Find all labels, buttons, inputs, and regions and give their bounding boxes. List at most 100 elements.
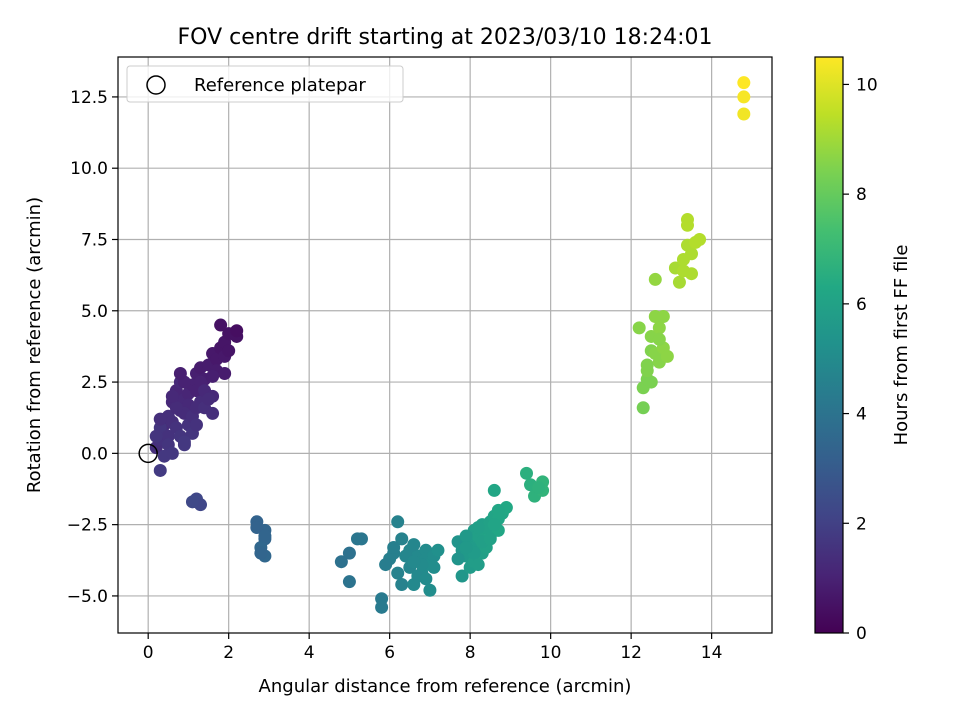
- scatter-point: [491, 503, 505, 517]
- y-tick-label: −5.0: [67, 587, 108, 607]
- scatter-point: [391, 515, 405, 529]
- scatter-point: [648, 272, 662, 286]
- scatter-point: [254, 546, 268, 560]
- reference-platepar-marker: [138, 443, 158, 464]
- scatter-point: [185, 495, 199, 509]
- scatter-point: [656, 309, 670, 323]
- scatter-point: [652, 332, 666, 346]
- x-tick-label: 14: [701, 643, 723, 663]
- scatter-point: [342, 575, 356, 589]
- colorbar: 0 2 4 6 8 10 Hours from first FF file: [814, 56, 912, 644]
- scatter-point: [149, 429, 163, 443]
- x-tick-label: 2: [223, 643, 234, 663]
- scatter-point: [206, 369, 220, 383]
- x-tick-label: 4: [304, 643, 315, 663]
- scatter-point: [693, 232, 707, 246]
- scatter-point: [222, 344, 236, 358]
- scatter-point: [532, 481, 546, 495]
- scatter-point: [427, 560, 441, 574]
- x-tick-label: 12: [620, 643, 642, 663]
- scatter-point: [177, 435, 191, 449]
- x-tick-label: 10: [540, 643, 562, 663]
- scatter-point: [258, 529, 272, 543]
- scatter-point: [737, 76, 751, 90]
- scatter-point: [206, 406, 220, 420]
- scatter-point: [153, 412, 167, 426]
- scatter-point: [459, 529, 473, 543]
- scatter-point: [419, 572, 433, 586]
- scatter-point: [169, 401, 183, 415]
- x-axis-label: Angular distance from reference (arcmin): [259, 676, 632, 697]
- scatter-point: [737, 107, 751, 121]
- colorbar-tick-label: 2: [856, 514, 867, 534]
- scatter-point: [660, 349, 674, 363]
- scatter-point: [387, 540, 401, 554]
- scatter-point: [379, 558, 393, 572]
- scatter-point: [395, 532, 409, 546]
- y-tick-label: 0.0: [81, 444, 108, 464]
- scatter-point: [471, 520, 485, 534]
- scatter-point: [640, 364, 654, 378]
- chart-title: FOV centre drift starting at 2023/03/10 …: [178, 25, 713, 50]
- scatter-point: [153, 463, 167, 477]
- scatter-point: [644, 375, 658, 389]
- data-points: [149, 76, 751, 614]
- scatter-point: [451, 552, 465, 566]
- y-axis-ticks: −5.0 −2.5 0.0 2.5 5.0 7.5 10.0 12.5: [67, 88, 118, 607]
- colorbar-tick-label: 10: [856, 75, 878, 95]
- colorbar-tick-label: 8: [856, 185, 867, 205]
- legend: Reference platepar: [126, 65, 404, 103]
- colorbar-tick-label: 6: [856, 295, 867, 315]
- scatter-point: [483, 532, 497, 546]
- colorbar-tick-label: 4: [856, 405, 867, 425]
- scatter-point: [202, 392, 216, 406]
- y-tick-label: −2.5: [67, 516, 108, 536]
- y-axis-label: Rotation from reference (arcmin): [24, 197, 45, 493]
- y-tick-label: 10.0: [70, 159, 108, 179]
- colorbar-gradient: [814, 56, 844, 634]
- plot-frame: [117, 56, 773, 634]
- colorbar-label: Hours from first FF file: [891, 245, 912, 446]
- colorbar-tick-label: 0: [856, 624, 867, 644]
- scatter-point: [487, 518, 501, 532]
- scatter-point: [165, 446, 179, 460]
- scatter-point: [407, 555, 421, 569]
- reference-marker-layer: [138, 443, 158, 464]
- scatter-point: [685, 267, 699, 281]
- y-tick-label: 7.5: [81, 230, 108, 250]
- scatter-point: [423, 583, 437, 597]
- x-axis-ticks: 0 2 4 6 8 10 12 14: [143, 633, 723, 663]
- scatter-point: [350, 532, 364, 546]
- scatter-point: [230, 324, 244, 338]
- scatter-point: [487, 483, 501, 497]
- x-tick-label: 8: [465, 643, 476, 663]
- legend-open-circle-icon: [146, 75, 166, 95]
- scatter-point: [173, 367, 187, 381]
- scatter-point: [459, 540, 473, 554]
- scatter-point: [455, 569, 469, 583]
- legend-label: Reference platepar: [194, 75, 366, 96]
- scatter-point: [636, 401, 650, 415]
- grid-lines: [118, 57, 772, 633]
- scatter-point: [632, 321, 646, 335]
- scatter-point: [342, 546, 356, 560]
- scatter-point: [519, 466, 533, 480]
- y-tick-label: 5.0: [81, 302, 108, 322]
- scatter-point: [189, 418, 203, 432]
- y-tick-label: 12.5: [70, 88, 108, 108]
- scatter-point: [407, 538, 421, 552]
- y-tick-label: 2.5: [81, 373, 108, 393]
- scatter-point: [680, 213, 694, 227]
- scatter-point: [652, 321, 666, 335]
- scatter-point: [165, 389, 179, 403]
- scatter-point: [737, 90, 751, 104]
- x-tick-label: 0: [143, 643, 154, 663]
- x-tick-label: 6: [384, 643, 395, 663]
- scatter-point: [218, 367, 232, 381]
- legend-box: [126, 65, 404, 103]
- scatter-point: [375, 600, 389, 614]
- scatter-point: [395, 578, 409, 592]
- scatter-point: [250, 520, 264, 534]
